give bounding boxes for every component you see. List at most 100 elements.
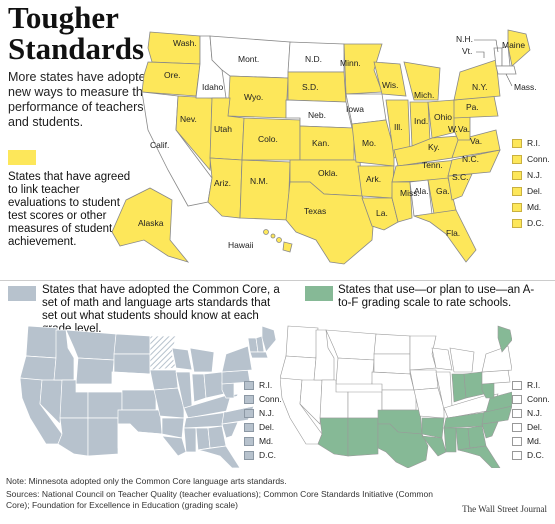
ne-box <box>244 436 254 446</box>
label-va: Va. <box>470 136 482 146</box>
ne-box <box>512 380 522 390</box>
label-wyo: Wyo. <box>244 92 263 102</box>
label-mass: Mass. <box>514 82 537 92</box>
label-kan: Kan. <box>312 138 330 148</box>
label-nh: N.H. <box>456 34 473 44</box>
main-us-map: Wash. Ore. Calif. Nev. Idaho Mont. Wyo. … <box>111 29 537 265</box>
state-fla <box>413 209 477 263</box>
ne-label: Md. <box>259 436 274 446</box>
ne-label: N.J. <box>527 170 543 180</box>
ne-label: Del. <box>527 422 543 432</box>
ne-label: Del. <box>259 422 275 432</box>
legend-green-swatch <box>305 286 333 301</box>
ne-box <box>512 218 522 228</box>
label-nc: N.C. <box>462 154 479 164</box>
ne-box <box>244 380 254 390</box>
legend-grade-text: States that use—or plan to use—an A-to-F… <box>338 284 535 309</box>
state-mass <box>495 65 517 75</box>
ne-label: R.I. <box>527 380 541 390</box>
ne-box <box>244 394 254 404</box>
label-neb: Neb. <box>308 110 326 120</box>
ne-box <box>512 186 522 196</box>
footnote: Note: Minnesota adopted only the Common … <box>6 476 287 486</box>
ne-label: D.C. <box>527 218 544 228</box>
state-minn <box>343 43 383 95</box>
label-ala: Ala. <box>414 186 429 196</box>
state-la <box>361 197 399 231</box>
common-core-map <box>19 325 277 468</box>
label-pa: Pa. <box>466 102 479 112</box>
label-tenn: Tenn. <box>422 160 443 170</box>
label-wis: Wis. <box>382 80 399 90</box>
ne-box <box>244 408 254 418</box>
label-alaska: Alaska <box>138 218 164 228</box>
ne-label: Conn. <box>259 394 282 404</box>
ne-box <box>512 202 522 212</box>
label-fla: Fla. <box>446 228 460 238</box>
sources: Sources: National Council on Teacher Qua… <box>6 489 433 510</box>
label-la: La. <box>376 208 388 218</box>
ne-label: D.C. <box>527 450 544 460</box>
ne-label: R.I. <box>527 138 541 148</box>
ne-label: Del. <box>527 186 543 196</box>
ne-label: Conn. <box>527 154 550 164</box>
grading-scale-map <box>280 325 512 468</box>
label-wash: Wash. <box>173 38 197 48</box>
ne-label: R.I. <box>259 380 273 390</box>
label-ohio: Ohio <box>434 112 452 122</box>
label-minn: Minn. <box>340 58 361 68</box>
ne-label: N.J. <box>527 408 543 418</box>
label-miss: Miss. <box>400 188 420 198</box>
ne-box <box>512 138 522 148</box>
label-nd: N.D. <box>305 54 322 64</box>
ne-box <box>512 450 522 460</box>
ne-box <box>512 436 522 446</box>
title-line-2: Standards <box>8 31 145 66</box>
label-ky: Ky. <box>428 142 440 152</box>
ne-label: N.J. <box>259 408 275 418</box>
ne-label: D.C. <box>259 450 276 460</box>
title-line-1: Tougher <box>8 0 119 35</box>
ne-box <box>512 422 522 432</box>
legend-core-text: States that have adopted the Common Core… <box>42 284 280 335</box>
label-okla: Okla. <box>318 168 338 178</box>
subtitle: More states have adopted new ways to mea… <box>8 70 153 129</box>
state-alaska <box>111 187 190 263</box>
label-maine: Maine <box>502 40 525 50</box>
ne-label: Md. <box>527 202 542 212</box>
label-wva: W.Va. <box>448 124 470 134</box>
label-mich: Mich. <box>414 90 434 100</box>
label-nev: Nev. <box>180 114 197 124</box>
leader-lines <box>474 39 513 87</box>
state-maine <box>507 29 531 67</box>
label-sc: S.C. <box>452 172 469 182</box>
label-ind: Ind. <box>414 116 428 126</box>
label-ore: Ore. <box>164 70 181 80</box>
state-hawaii <box>263 229 293 253</box>
state-nc <box>447 149 501 177</box>
label-iowa: Iowa <box>346 104 364 114</box>
label-idaho: Idaho <box>202 82 224 92</box>
label-ga: Ga. <box>436 186 450 196</box>
ne-box <box>512 154 522 164</box>
state-ore <box>141 61 201 97</box>
label-mo: Mo. <box>362 138 376 148</box>
label-ill: Ill. <box>394 122 403 132</box>
legend-gray-swatch <box>8 286 36 301</box>
label-ny: N.Y. <box>472 82 487 92</box>
label-calif: Calif. <box>150 140 169 150</box>
state-ny <box>453 59 501 101</box>
ne-box <box>512 394 522 404</box>
state-nm <box>239 159 291 221</box>
legend-yellow-swatch <box>8 150 36 165</box>
state-mich <box>403 61 441 101</box>
section-divider <box>0 280 555 281</box>
label-mont: Mont. <box>238 54 259 64</box>
state-ariz <box>207 157 243 219</box>
state-miss <box>391 181 413 223</box>
ne-box <box>244 450 254 460</box>
label-hawaii: Hawaii <box>228 240 254 250</box>
label-vt: Vt. <box>462 46 472 56</box>
state-texas <box>285 181 375 265</box>
ne-label: Md. <box>527 436 542 446</box>
